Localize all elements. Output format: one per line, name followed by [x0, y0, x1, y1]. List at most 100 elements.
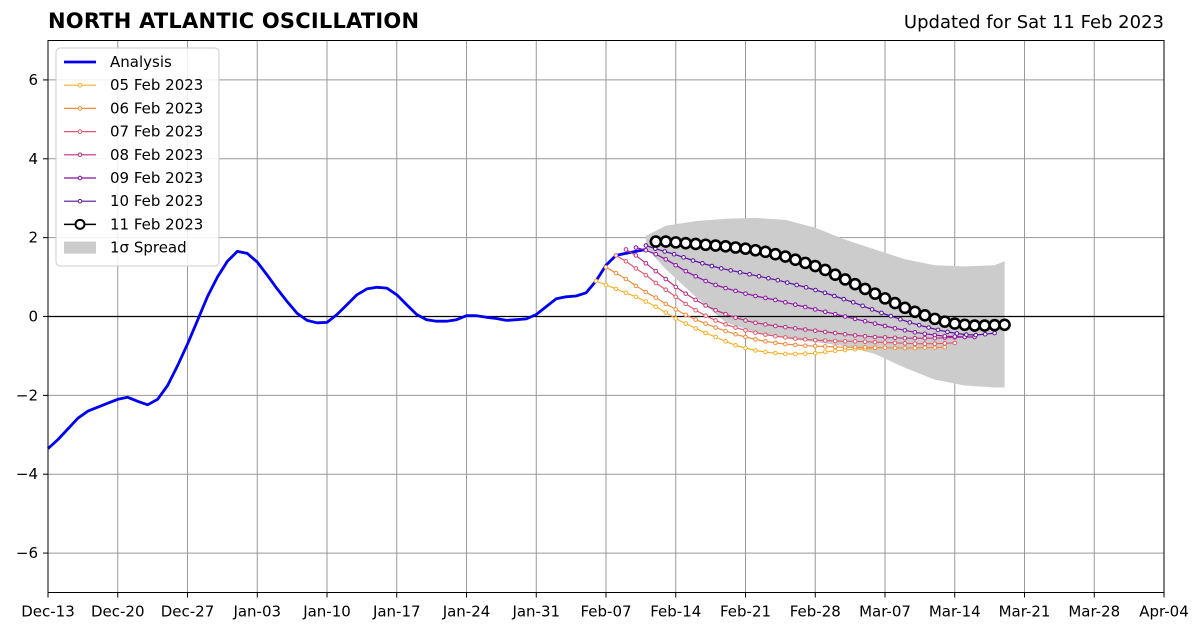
forecast-point [737, 270, 743, 275]
forecast-point [643, 289, 649, 295]
forecast-point [926, 325, 931, 330]
forecast-point [992, 330, 997, 336]
updated-date: Updated for Sat 11 Feb 2023 [903, 12, 1164, 33]
legend-marker [74, 218, 86, 230]
forecast-point [703, 313, 708, 319]
forecast-point [613, 270, 619, 276]
forecast-point [653, 280, 659, 286]
forecast-point [922, 335, 928, 341]
forecast-point [743, 334, 748, 340]
y-tick-label: 2 [28, 229, 38, 247]
forecast-point [978, 319, 991, 332]
legend-label: 08 Feb 2023 [110, 146, 203, 164]
forecast-series [643, 243, 997, 338]
forecast-point [922, 331, 928, 337]
forecast-point [802, 327, 808, 332]
forecast-point [739, 242, 752, 255]
forecast-point [763, 322, 768, 327]
forecast-point [958, 318, 972, 332]
forecast-point [763, 349, 768, 355]
forecast-point [633, 245, 639, 250]
forecast-point [822, 329, 828, 335]
forecast-point [892, 345, 898, 351]
forecast-point [723, 285, 728, 291]
forecast-point [753, 320, 758, 326]
forecast-point [802, 337, 808, 342]
forecast-point [852, 344, 858, 350]
forecast-point [912, 329, 918, 335]
forecast-point [902, 341, 908, 346]
forecast-point [723, 311, 728, 317]
forecast-point [713, 282, 718, 288]
forecast-point [613, 286, 619, 292]
legend-label: 11 Feb 2023 [110, 215, 203, 233]
x-tick-label: Feb-21 [720, 603, 771, 621]
forecast-point [733, 342, 738, 348]
forecast-point [912, 341, 918, 347]
forecast-point [850, 300, 856, 305]
x-tick-label: Feb-28 [790, 603, 841, 621]
forecast-point [798, 256, 812, 270]
legend-marker [77, 82, 83, 88]
forecast-point [935, 327, 941, 333]
forecast-point [683, 291, 689, 296]
legend-label: 06 Feb 2023 [110, 99, 203, 117]
forecast-point [842, 314, 848, 319]
forecast-point [872, 345, 878, 350]
forecast-point [898, 301, 912, 315]
forecast-point [733, 288, 738, 294]
forecast-point [753, 348, 758, 353]
legend-label: 10 Feb 2023 [110, 192, 203, 210]
forecast-point [773, 333, 778, 339]
forecast-point [669, 236, 683, 249]
forecast-point [988, 318, 1001, 332]
forecast-point [683, 301, 689, 307]
forecast-point [852, 339, 858, 344]
forecast-point [773, 323, 778, 329]
forecast-point [690, 258, 696, 263]
forecast-point [954, 331, 960, 336]
forecast-point [898, 316, 903, 322]
forecast-point [663, 310, 669, 315]
legend-label: 07 Feb 2023 [110, 123, 203, 141]
forecast-point [973, 332, 979, 338]
forecast-point [812, 350, 818, 356]
forecast-point [673, 316, 679, 321]
forecast-point [653, 251, 659, 257]
y-tick-label: −4 [16, 465, 38, 483]
forecast-point [860, 303, 865, 309]
y-tick-label: −2 [16, 386, 38, 404]
forecast-point [593, 278, 599, 284]
legend: Analysis 05 Feb 2023 06 Feb 2023 07 Feb 202… [55, 47, 220, 267]
forecast-point [928, 312, 942, 326]
forecast-point [868, 287, 882, 300]
forecast-point [673, 284, 679, 290]
forecast-point [862, 339, 868, 345]
forecast-point [743, 318, 748, 323]
forecast-point [733, 325, 738, 330]
forecast-point [763, 339, 768, 344]
legend-marker [77, 106, 83, 111]
forecast-point [838, 273, 852, 286]
forecast-point [673, 262, 679, 268]
forecast-point [723, 339, 728, 344]
forecast-point [783, 351, 788, 357]
forecast-point [733, 331, 738, 337]
forecast-point [942, 333, 948, 339]
forecast-point [872, 339, 878, 345]
forecast-point [908, 305, 922, 319]
forecast-point [802, 304, 808, 310]
forecast-point [842, 344, 848, 350]
forecast-point [848, 277, 862, 291]
forecast-point [633, 266, 639, 271]
x-tick-label: Mar-07 [859, 603, 911, 621]
forecast-point [653, 304, 659, 309]
forecast-point [681, 255, 686, 260]
legend-box [55, 47, 220, 267]
forecast-point [982, 331, 988, 337]
legend-label: Analysis [110, 53, 172, 71]
forecast-point [719, 240, 732, 253]
forecast-point [862, 333, 868, 339]
forecast-point [673, 307, 679, 312]
